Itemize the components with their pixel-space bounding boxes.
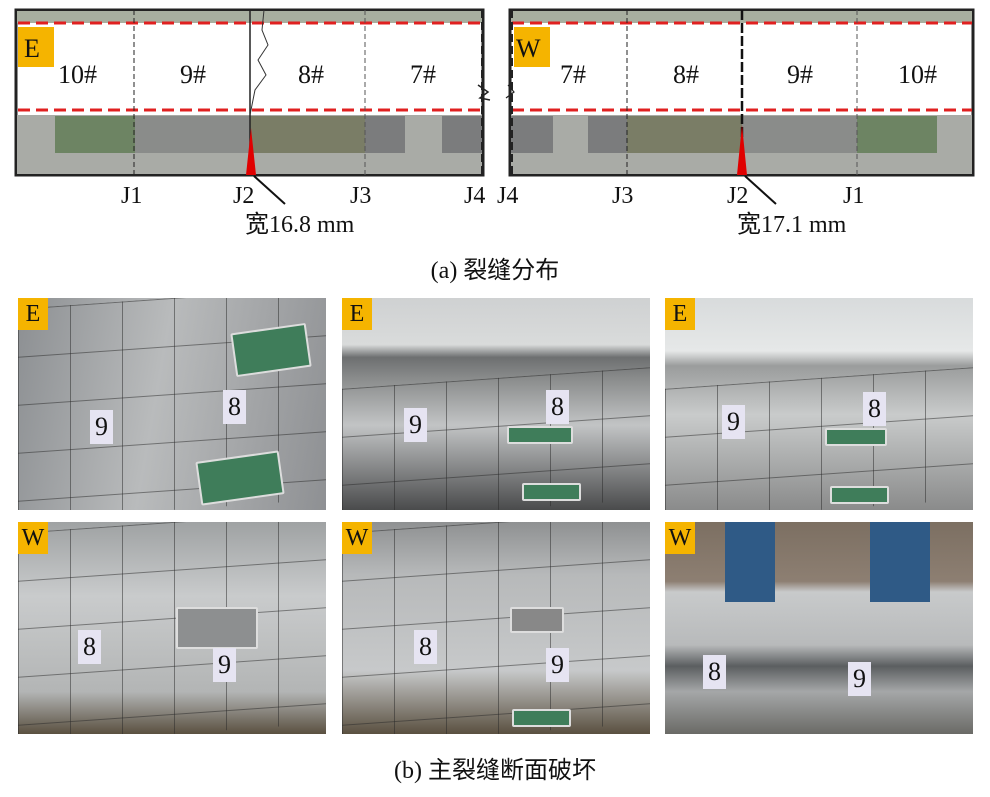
photo-e-3: E 9 8 [665, 298, 973, 510]
segment-label: 9 [848, 662, 871, 696]
segment-label: 8 [863, 392, 886, 426]
segment-label: 8 [703, 655, 726, 689]
caption-a: (a) 裂缝分布 [430, 258, 560, 284]
photo-e-2: E 9 8 [342, 298, 650, 510]
segment-label: 7# [410, 60, 436, 89]
joint-label: J3 [612, 183, 633, 209]
segment-label: 9 [90, 410, 113, 444]
caption-b: (b) 主裂缝断面破坏 [394, 758, 596, 784]
photo-w-2: W 8 9 [342, 522, 650, 734]
joint-label: J2 [727, 183, 748, 209]
photo-w-3: W 8 9 [665, 522, 973, 734]
segment-label: 8 [414, 630, 437, 664]
segment-label: 10# [898, 60, 937, 89]
joint-label: J2 [233, 183, 254, 209]
crack-width-west: 宽17.1 mm [737, 211, 847, 238]
west-girder [508, 8, 975, 205]
crack-wedge [737, 125, 747, 175]
badge: W [342, 522, 372, 554]
badge-west: W [516, 34, 541, 63]
badge: E [18, 298, 48, 330]
segment-label: 10# [58, 60, 97, 89]
segment-label: 9 [546, 648, 569, 682]
photo-w-1: W 8 9 [18, 522, 326, 734]
badge: E [342, 298, 372, 330]
segment-label: 9 [722, 405, 745, 439]
segment-label: 9 [213, 648, 236, 682]
segment-label: 9# [180, 60, 206, 89]
joint-label: J4 [497, 183, 518, 209]
crack-distribution-diagram: E W 10# 9# 8# 7# 7# 8# 9# 10# J1 J2 J3 J… [14, 8, 975, 238]
joint-label: J1 [843, 183, 864, 209]
segment-label: 8 [78, 630, 101, 664]
joint-label: J1 [121, 183, 142, 209]
east-girder [14, 8, 485, 205]
badge: W [665, 522, 695, 554]
badge-east: E [24, 34, 40, 63]
segment-label: 8 [223, 390, 246, 424]
badge: W [18, 522, 48, 554]
joint-label: J3 [350, 183, 371, 209]
badge: E [665, 298, 695, 330]
crack-wedge [246, 128, 256, 175]
segment-label: 9 [404, 408, 427, 442]
photo-e-1: E 9 8 [18, 298, 326, 510]
crack-width-east: 宽16.8 mm [245, 211, 355, 238]
segment-label: 7# [560, 60, 586, 89]
joint-label: J4 [464, 183, 485, 209]
segment-label: 9# [787, 60, 813, 89]
segment-label: 8# [298, 60, 324, 89]
segment-label: 8# [673, 60, 699, 89]
segment-label: 8 [546, 390, 569, 424]
